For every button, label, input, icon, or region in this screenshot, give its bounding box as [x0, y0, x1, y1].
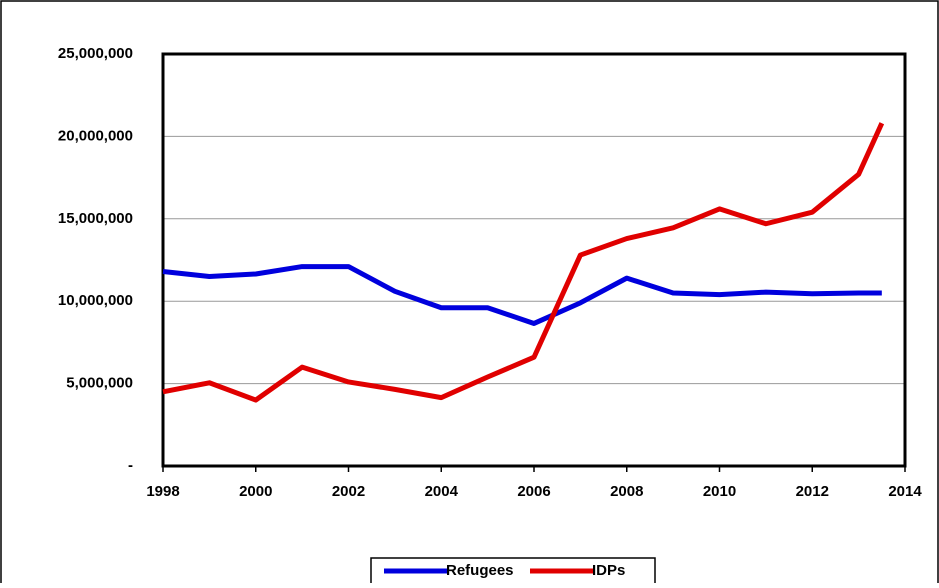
y-tick-label: - — [128, 457, 133, 474]
x-tick-label: 1998 — [146, 483, 179, 500]
legend-label: IDPs — [592, 562, 625, 579]
x-tick-label: 2012 — [796, 483, 829, 500]
x-tick-label: 2006 — [517, 483, 550, 500]
x-tick-label: 2000 — [239, 483, 272, 500]
x-tick-label: 2008 — [610, 483, 643, 500]
x-tick-label: 2004 — [425, 483, 459, 500]
x-tick-label: 2002 — [332, 483, 365, 500]
plot-area-border — [161, 52, 907, 468]
y-tick-label: 15,000,000 — [58, 210, 133, 227]
y-tick-label: 20,000,000 — [58, 127, 133, 144]
y-tick-label: 25,000,000 — [58, 45, 133, 62]
x-tick-label: 2014 — [888, 483, 922, 500]
series-line — [162, 264, 882, 326]
x-tick-label: 2010 — [703, 483, 736, 500]
series-line — [162, 122, 885, 403]
y-tick-label: 5,000,000 — [66, 375, 133, 392]
legend-label: Refugees — [446, 562, 514, 579]
y-tick-label: 10,000,000 — [58, 292, 133, 309]
